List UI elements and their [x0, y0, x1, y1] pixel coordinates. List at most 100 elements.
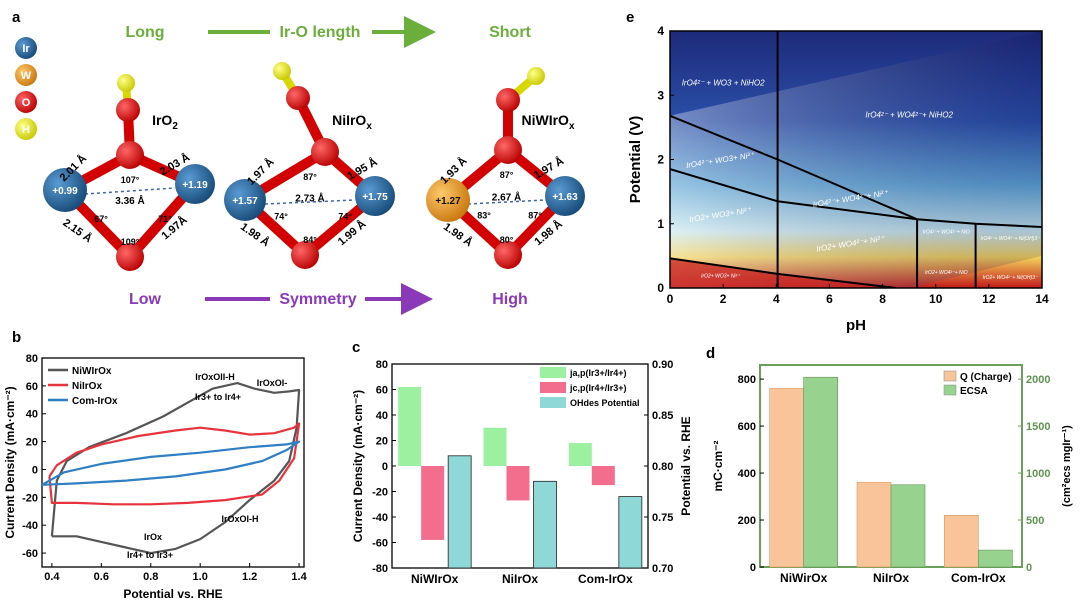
angle: 74°: [274, 212, 288, 222]
y2-tick-label: 0.80: [652, 461, 673, 473]
panel-e: e IrO4²⁻ + WO3 + NiHO2 IrO4²⁻ + WO4²⁻+ Ni…: [626, 9, 1049, 334]
panel-d: d 0 200 400 600 800 0 500 1000 1500 2000 mC·cm⁻² (c…: [706, 345, 1073, 585]
o-atom: [494, 136, 522, 164]
legend-label: ECSA: [960, 386, 988, 397]
y-tick-label: -20: [22, 492, 38, 504]
angle: 67°: [94, 214, 108, 224]
region-label: IrO4²⁻ + WO3 + NiHO2: [682, 79, 765, 88]
legend-label: Q (Charge): [960, 372, 1012, 383]
top-right-label: Short: [489, 24, 531, 41]
bar-ecsa: [978, 549, 1013, 568]
angle: 87°: [528, 211, 542, 221]
panel-a: a Ir W O H Long Ir-O length Short Low Symmetry…: [12, 9, 585, 315]
y-tick-label: 200: [738, 515, 756, 527]
panel-e-letter: e: [626, 9, 634, 26]
ir-ir-distance: 2.73 Å: [295, 192, 324, 205]
atom-legend: Ir W O H: [15, 37, 37, 140]
panel-b: b 0.4 0.6 0.8 1.0 1.2 1.4 -60 -40 -20 0 20 40 60 80 Po…: [3, 329, 308, 601]
legend-swatch: [943, 384, 957, 396]
top-center-label: Ir-O length: [280, 24, 361, 41]
charge-left: +1.27: [435, 196, 461, 207]
bottom-center-label: Symmetry: [279, 291, 356, 308]
h-atom: [273, 62, 291, 80]
region-label: IrO2+ WO4²⁻+ NiO: [925, 270, 968, 276]
x-tick-label: 2: [720, 292, 727, 306]
region-label: IrO4²⁻ + WO4²⁻+ NiHO2: [865, 111, 953, 120]
x-tick-label: 1.4: [291, 571, 307, 583]
x-tick-label: 4: [773, 292, 780, 306]
y-tick-label: -40: [22, 520, 38, 532]
h-atom: [527, 67, 545, 85]
panel-c: c -80 -60 -40 -20 0 20 40 60 80 0.70 0.75 0.80 0.85 0…: [351, 339, 693, 586]
o-atom: [286, 86, 310, 110]
angle: 74°: [338, 212, 352, 222]
x-tick-label: 0.4: [44, 571, 60, 583]
legend-h-atom: [15, 118, 37, 140]
annotation: IrOxOII-H: [195, 372, 235, 382]
legend-swatch: [943, 370, 957, 382]
legend-label: ja,p(Ir3+/Ir4+): [569, 368, 627, 378]
y-tick-label: 800: [738, 374, 756, 386]
legend-swatch: [540, 382, 566, 393]
symmetry-row: Low Symmetry High: [129, 283, 528, 315]
legend-o-atom: [15, 91, 37, 113]
charge-left: +1.57: [232, 196, 258, 207]
annotation: IrOxOI-H: [221, 514, 258, 524]
x-category-label: NiIrOx: [502, 572, 538, 586]
x-tick-label: 0.6: [94, 571, 109, 583]
annotation: Ir4+ to Ir3+: [127, 550, 173, 560]
bar-jc: [591, 466, 615, 486]
heatmap-area: [670, 31, 1042, 288]
charge-right: +1.63: [552, 192, 578, 203]
panel-c-letter: c: [352, 339, 360, 356]
legend-label: Com-IrOx: [72, 396, 118, 407]
angle: 87°: [303, 172, 317, 182]
bar-ecsa: [890, 484, 926, 568]
ir-ir-distance: 3.36 Å: [115, 194, 144, 207]
y-tick-label: -60: [22, 548, 38, 560]
bar-q-charge: [944, 515, 979, 568]
annotation: IrOx: [144, 532, 162, 542]
y-tick-label: 40: [26, 409, 38, 421]
y-tick-label: 0: [750, 562, 756, 574]
bar-ja: [568, 443, 592, 466]
legend-ir-atom: [15, 37, 37, 59]
x-category-label: NiWirOx: [780, 571, 828, 585]
y-tick-label: -80: [372, 563, 388, 575]
legend-label: NiIrOx: [72, 381, 102, 392]
x-tick-label: 14: [1035, 292, 1049, 306]
bottom-right-label: High: [492, 291, 528, 308]
angle: 84°: [303, 235, 317, 245]
y-axis-label: Current Density (mA·cm⁻²): [3, 386, 17, 538]
y-tick-label: 60: [26, 381, 38, 393]
x-tick-label: 0.8: [143, 571, 158, 583]
legend-label: OHdes Potential: [570, 398, 640, 408]
panel-d-letter: d: [706, 345, 715, 362]
y2-tick-label: 0.75: [652, 512, 673, 524]
o-atom: [496, 88, 520, 112]
y-tick-label: 2: [657, 153, 664, 167]
heatmap-shade: [670, 31, 1042, 288]
region-label: IrO2+ WO3+ Ni²⁺: [701, 274, 740, 280]
panel-a-letter: a: [12, 9, 21, 26]
bar-ecsa: [803, 376, 838, 568]
region-label: IrO2+ WO4²⁻+ Ni(OH)3⁻: [983, 275, 1038, 281]
bar-q-charge: [856, 482, 892, 568]
bar-jc: [506, 466, 530, 501]
o-atom: [494, 241, 522, 269]
y-tick-label: 400: [738, 468, 756, 480]
y-tick-label: -20: [372, 487, 388, 499]
legend-w-label: W: [21, 70, 32, 82]
x-tick-label: 0: [667, 292, 674, 306]
bar-ohdes: [533, 480, 557, 569]
legend-label: jc,p(Ir4+/Ir3+): [569, 383, 627, 393]
y2-tick-label: 0.90: [652, 359, 673, 371]
y-axis-label: Current Density (mA·cm⁻²): [351, 390, 365, 542]
x-tick-label: 6: [826, 292, 833, 306]
series-NiWIrOx: [50, 382, 301, 555]
y-tick-label: 1: [657, 217, 664, 231]
o-atom: [116, 98, 140, 122]
